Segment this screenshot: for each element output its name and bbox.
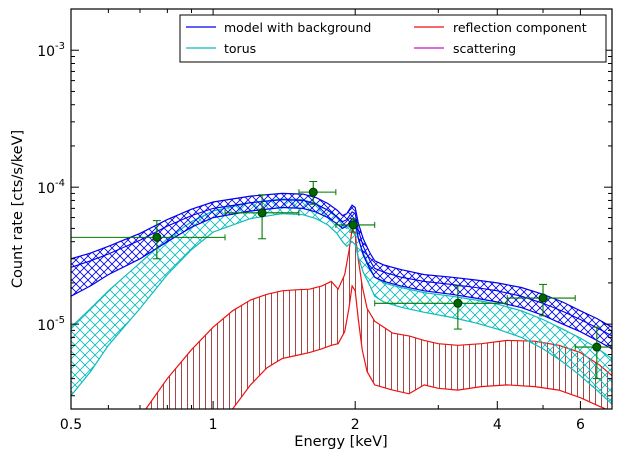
data-point-marker <box>152 232 162 242</box>
reflection-lower-line <box>232 284 608 409</box>
y-tick-label: 10-5 <box>37 315 65 334</box>
model-upper-line <box>71 192 612 328</box>
reflection-band <box>145 229 612 409</box>
data-point-marker <box>257 208 267 218</box>
y-axis-label: Count rate [cts/s/keV] <box>10 130 26 288</box>
data-point-marker <box>308 187 318 197</box>
data-point-marker <box>348 220 358 230</box>
data-point-3 <box>335 218 376 233</box>
legend-label-reflection: reflection component <box>453 20 587 35</box>
model-mid-line <box>71 199 612 337</box>
legend-box <box>179 14 607 63</box>
torus-lower-line <box>71 213 612 405</box>
legend-label-model: model with background <box>224 20 371 35</box>
x-tick-label: 2 <box>351 417 360 433</box>
model-lower-line <box>71 206 612 350</box>
x-tick-label: 0.5 <box>60 417 82 433</box>
data-point-4 <box>374 285 508 330</box>
data-point-2 <box>298 181 337 205</box>
y-tick-label: 10-3 <box>37 41 65 60</box>
y-tick-base: 10 <box>37 181 55 197</box>
legend-label-scattering: scattering <box>453 41 516 56</box>
y-tick-base: 10 <box>37 318 55 334</box>
x-tick-label: 6 <box>576 417 585 433</box>
x-axis-label: Energy [keV] <box>294 434 387 450</box>
data-point-marker <box>538 293 548 303</box>
data-points-layer <box>71 181 612 380</box>
x-tick-label: 4 <box>493 417 502 433</box>
legend: model with background reflection compone… <box>179 14 607 63</box>
ticks-layer: 0.5 1 2 4 610-310-410-5 <box>37 8 613 433</box>
y-tick-label: 10-4 <box>37 178 65 197</box>
data-point-1 <box>224 194 300 240</box>
data-point-0 <box>71 220 226 260</box>
data-point-marker <box>453 298 463 308</box>
y-tick-base: 10 <box>37 44 55 60</box>
data-point-marker <box>592 342 602 352</box>
data-point-5 <box>506 283 576 317</box>
legend-label-torus: torus <box>224 41 256 56</box>
plot-frame <box>70 8 613 410</box>
y-tick-exponent: -3 <box>55 41 65 52</box>
y-tick-exponent: -4 <box>55 178 65 189</box>
data-point-6 <box>574 326 612 380</box>
y-tick-exponent: -5 <box>55 315 65 326</box>
x-tick-label: 1 <box>209 417 218 433</box>
